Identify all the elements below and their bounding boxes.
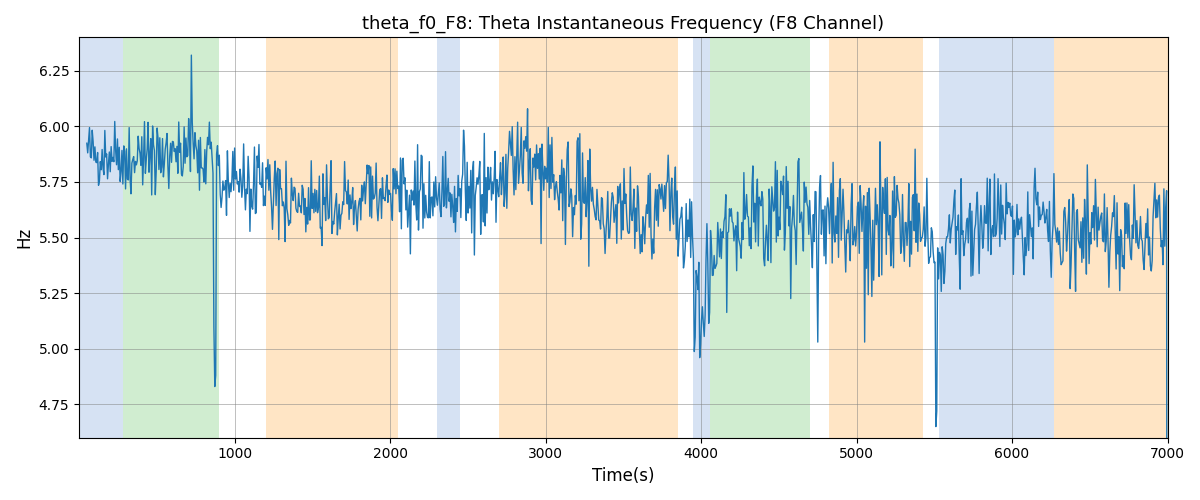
Bar — [1054, 38, 1175, 438]
Bar — [79, 38, 122, 438]
Y-axis label: Hz: Hz — [14, 227, 32, 248]
X-axis label: Time(s): Time(s) — [592, 467, 654, 485]
Bar — [437, 38, 460, 438]
Bar — [122, 38, 218, 438]
Bar — [265, 38, 397, 438]
Title: theta_f0_F8: Theta Instantaneous Frequency (F8 Channel): theta_f0_F8: Theta Instantaneous Frequen… — [362, 15, 884, 34]
Bar — [694, 38, 710, 438]
Bar — [499, 38, 678, 438]
Bar — [828, 38, 923, 438]
Bar — [710, 38, 810, 438]
Bar — [938, 38, 1054, 438]
